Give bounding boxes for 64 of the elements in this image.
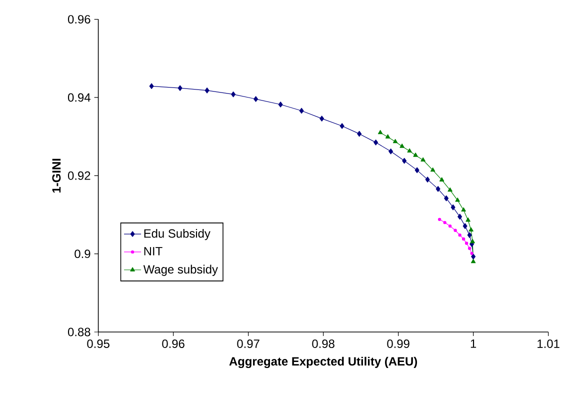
x-tick-label: 0.99 — [387, 340, 410, 348]
x-tick-label: 0.97 — [237, 340, 260, 348]
x-axis-title: Aggregate Expected Utility (AEU) — [229, 356, 418, 368]
point — [468, 227, 474, 232]
point — [471, 254, 476, 260]
point — [466, 218, 470, 222]
y-tick-label: 0.92 — [68, 171, 90, 180]
point — [443, 220, 446, 224]
point — [204, 88, 210, 94]
x-tick-label: 0.96 — [162, 340, 184, 348]
point — [400, 144, 404, 148]
point — [436, 186, 440, 192]
point — [458, 233, 462, 237]
point — [462, 223, 468, 229]
point — [231, 91, 236, 98]
point — [320, 116, 324, 122]
point — [454, 228, 457, 232]
point — [402, 158, 407, 164]
point — [450, 204, 456, 210]
point — [470, 239, 475, 244]
legend-label: NIT — [144, 247, 162, 256]
point — [444, 195, 449, 202]
y-tick-label: 0.88 — [68, 328, 90, 336]
point — [340, 123, 344, 129]
y-tick-label: 0.96 — [68, 15, 90, 24]
point — [448, 187, 452, 192]
y-tick-label: 0.9 — [74, 250, 90, 258]
point — [470, 252, 474, 256]
point — [468, 246, 472, 250]
point — [462, 237, 466, 241]
point — [458, 214, 462, 220]
point — [149, 83, 154, 90]
x-tick-label: 0.98 — [312, 340, 334, 348]
point — [470, 258, 476, 264]
point — [357, 130, 362, 137]
point — [430, 167, 436, 172]
point — [425, 176, 430, 182]
point — [378, 130, 383, 134]
point — [392, 138, 398, 144]
point — [455, 198, 460, 202]
point — [385, 134, 390, 138]
x-tick-label: 1 — [470, 340, 476, 348]
point — [374, 140, 378, 146]
y-tick-label: 0.94 — [68, 93, 90, 102]
y-axis-title: 1-GINI — [52, 158, 61, 193]
point — [448, 224, 452, 228]
point — [439, 177, 444, 182]
point — [461, 207, 466, 212]
point — [467, 232, 472, 238]
x-tick-label: 0.95 — [87, 340, 110, 348]
point — [388, 148, 394, 154]
legend-label: Edu Subsidy — [144, 228, 210, 240]
point — [464, 242, 468, 245]
point — [438, 218, 442, 222]
legend-label: Wage subsidy — [143, 264, 218, 276]
point — [414, 167, 420, 174]
point — [413, 152, 418, 157]
point — [178, 85, 182, 91]
point — [420, 157, 426, 162]
x-tick-label: 1.01 — [538, 340, 560, 348]
point — [254, 96, 258, 102]
point — [299, 108, 304, 114]
point — [278, 102, 283, 108]
point — [407, 148, 412, 153]
